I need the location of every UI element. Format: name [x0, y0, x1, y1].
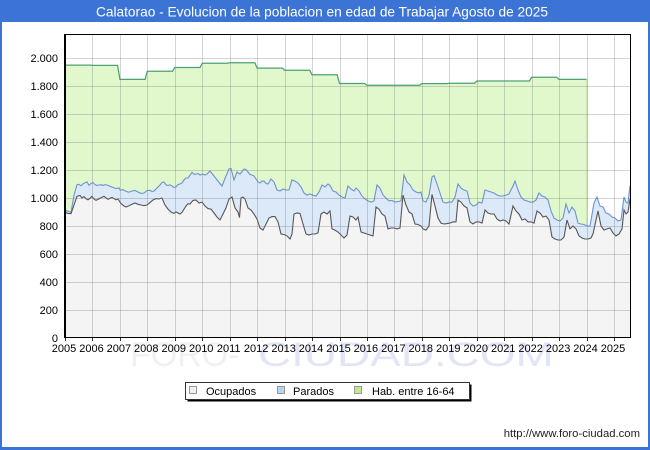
svg-text:1.800: 1.800: [30, 81, 58, 93]
svg-text:2020: 2020: [464, 343, 488, 355]
svg-text:2010: 2010: [189, 343, 213, 355]
svg-text:600: 600: [40, 249, 58, 261]
svg-text:Ocupados: Ocupados: [206, 386, 257, 398]
svg-text:Calatorao - Evolucion de la po: Calatorao - Evolucion de la poblacion en…: [96, 4, 548, 19]
svg-text:2016: 2016: [354, 343, 378, 355]
svg-text:2013: 2013: [271, 343, 295, 355]
svg-text:1.400: 1.400: [30, 137, 58, 149]
svg-text:2005: 2005: [52, 343, 76, 355]
svg-text:1.200: 1.200: [30, 165, 58, 177]
svg-text:http://www.foro-ciudad.com: http://www.foro-ciudad.com: [504, 428, 640, 440]
svg-text:2006: 2006: [79, 343, 103, 355]
svg-text:2019: 2019: [436, 343, 460, 355]
svg-text:2009: 2009: [162, 343, 186, 355]
svg-text:2007: 2007: [107, 343, 131, 355]
svg-text:2022: 2022: [518, 343, 542, 355]
svg-text:400: 400: [40, 277, 58, 289]
svg-text:1.600: 1.600: [30, 109, 58, 121]
svg-text:2018: 2018: [409, 343, 433, 355]
svg-text:2025: 2025: [601, 343, 625, 355]
svg-text:2024: 2024: [573, 343, 597, 355]
svg-text:Hab. entre 16-64: Hab. entre 16-64: [372, 386, 455, 398]
svg-text:2015: 2015: [326, 343, 350, 355]
svg-text:2017: 2017: [381, 343, 405, 355]
svg-text:FORO-: FORO-: [130, 336, 240, 374]
svg-text:2012: 2012: [244, 343, 268, 355]
svg-text:0: 0: [52, 333, 58, 345]
svg-text:2008: 2008: [134, 343, 158, 355]
svg-text:2014: 2014: [299, 343, 323, 355]
svg-text:200: 200: [40, 305, 58, 317]
svg-text:2021: 2021: [491, 343, 515, 355]
svg-text:Parados: Parados: [293, 386, 334, 398]
svg-text:800: 800: [40, 221, 58, 233]
svg-text:CIUDAD.COM: CIUDAD.COM: [258, 335, 554, 374]
svg-text:2011: 2011: [217, 343, 241, 355]
svg-text:2023: 2023: [546, 343, 570, 355]
svg-text:2.000: 2.000: [30, 53, 58, 65]
svg-text:1.000: 1.000: [30, 193, 58, 205]
